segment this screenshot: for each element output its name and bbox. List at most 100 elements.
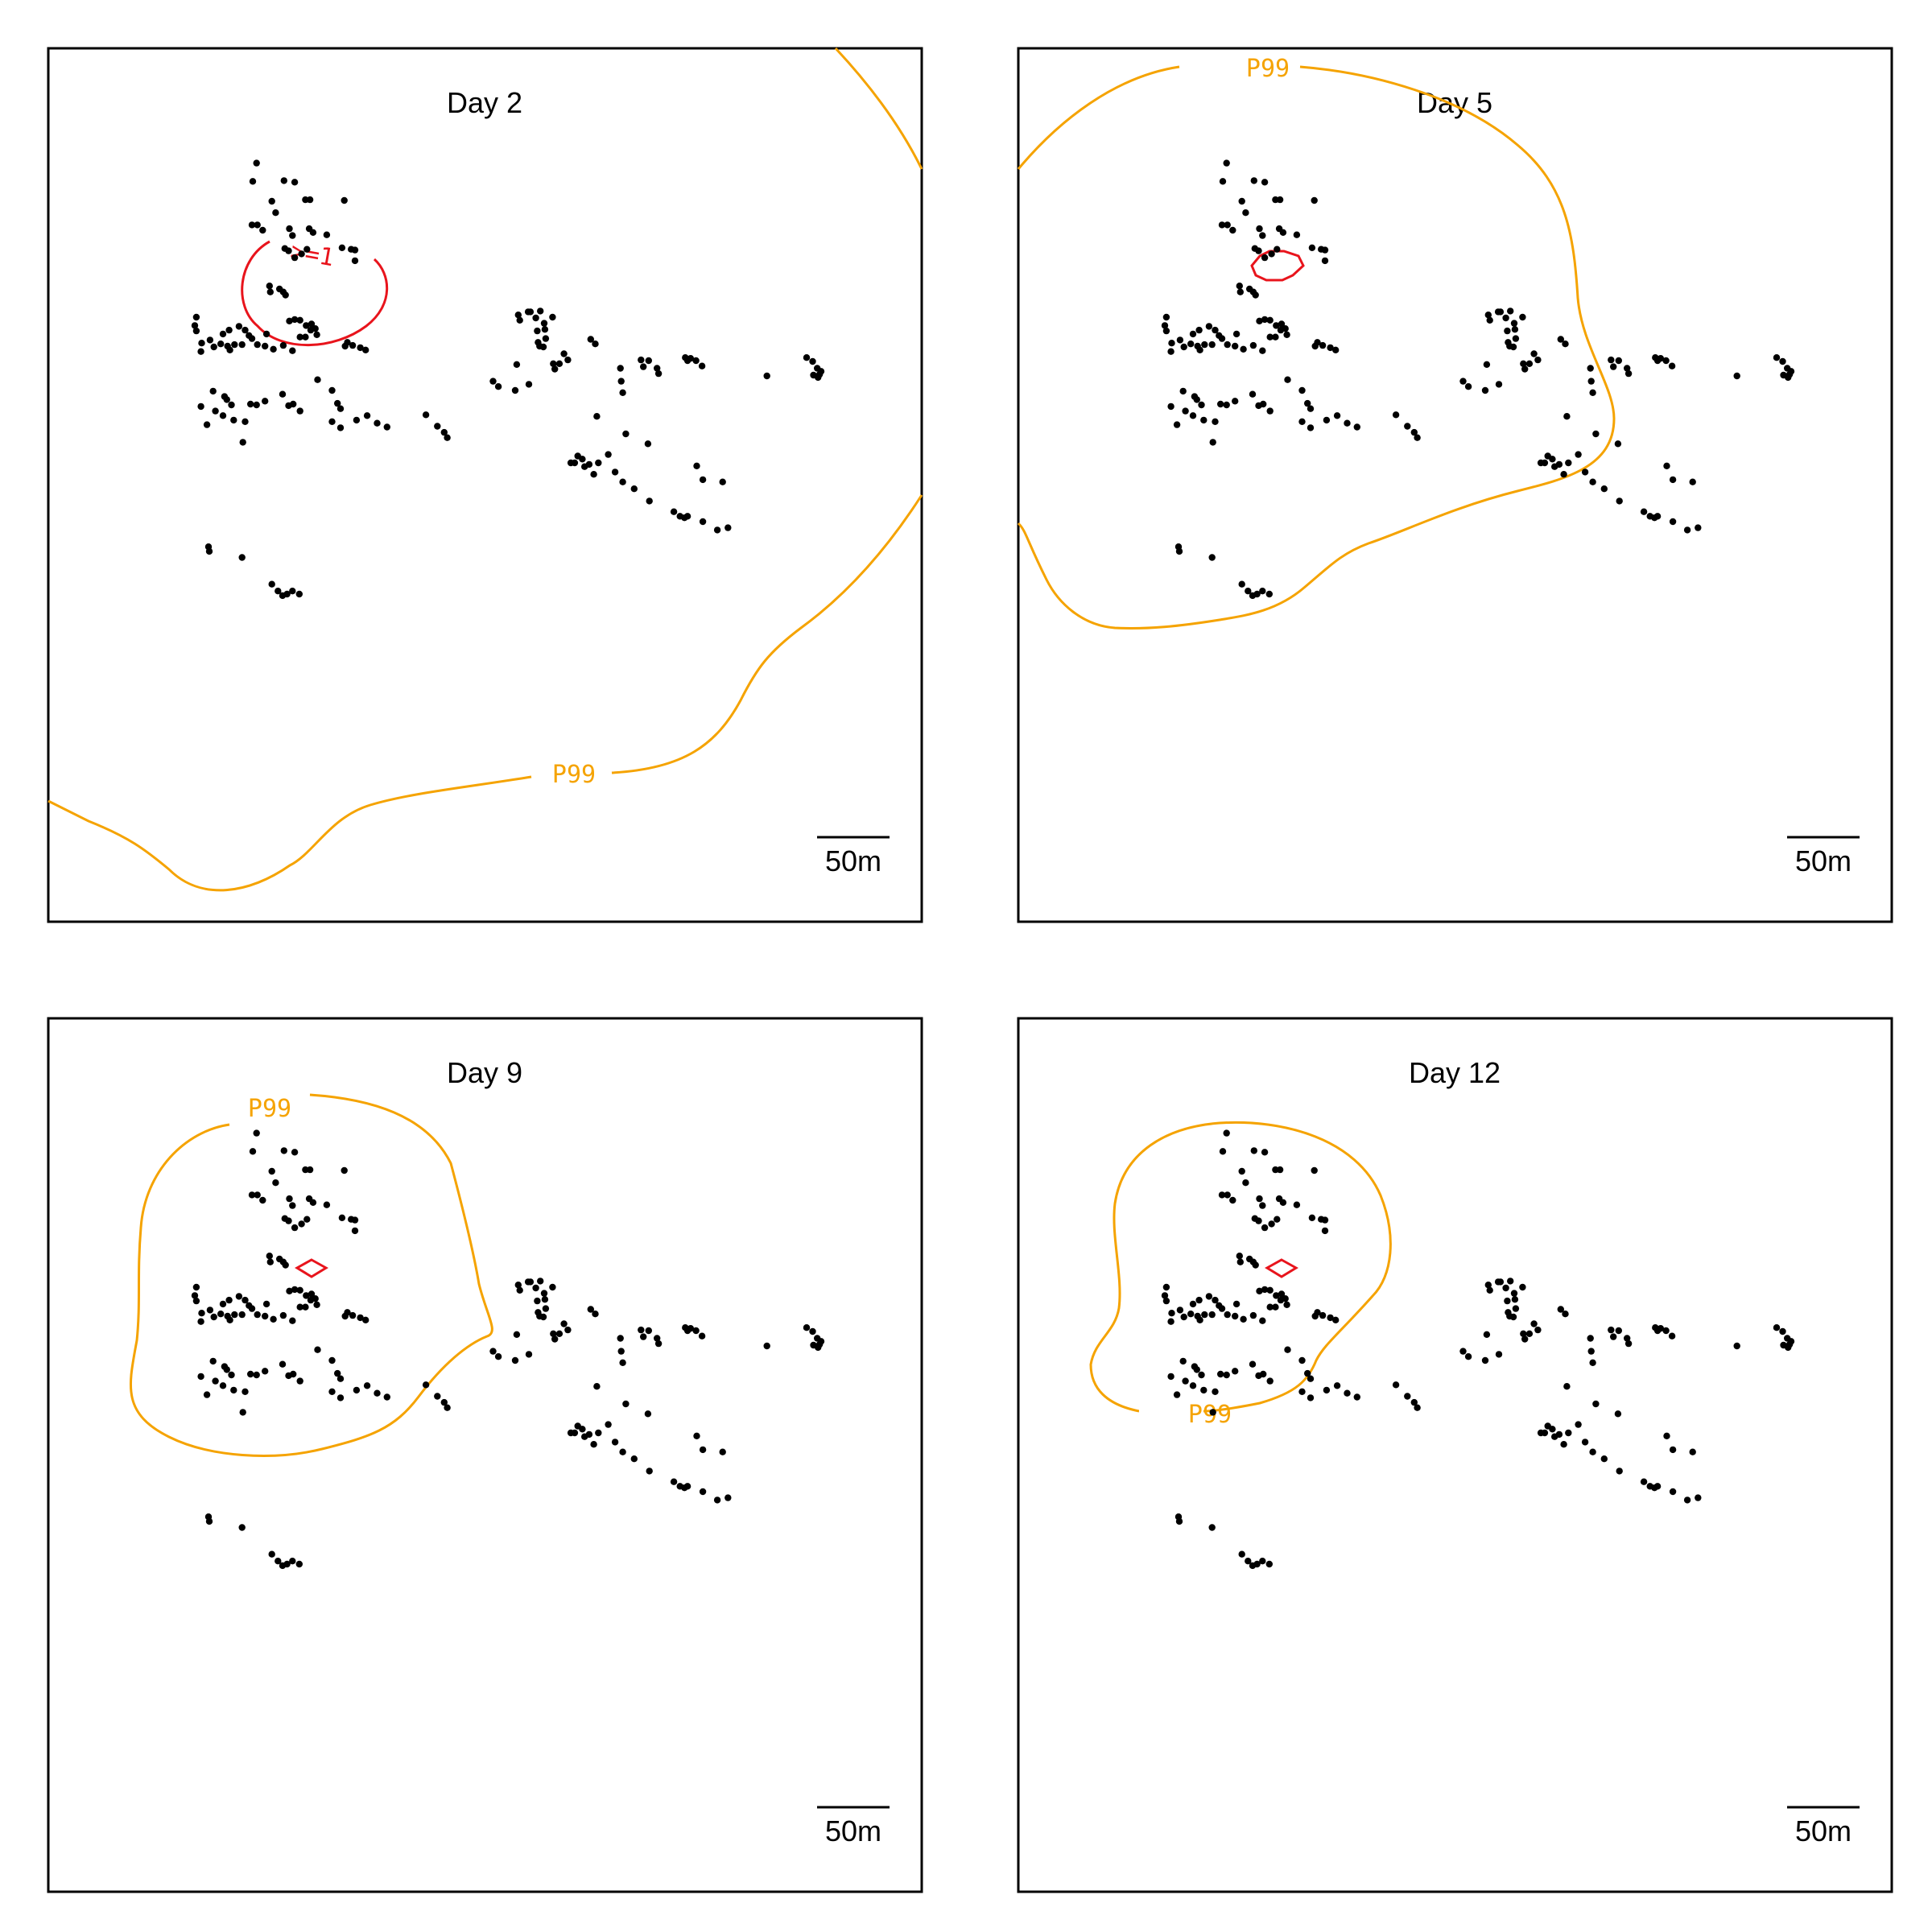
sample-point (242, 326, 249, 334)
sample-point (1624, 1340, 1633, 1348)
sample-point (1219, 1148, 1227, 1155)
sample-point (205, 547, 213, 555)
sample-point (440, 428, 448, 436)
sample-point (1196, 346, 1203, 353)
sample-point (1256, 317, 1263, 324)
sample-point (1175, 1517, 1183, 1525)
sample-point (1307, 1394, 1315, 1402)
sample-point (1333, 412, 1341, 419)
sample-point (1256, 1287, 1263, 1294)
sample-point (1319, 1311, 1327, 1319)
sample-point (1212, 1388, 1219, 1395)
sample-point (230, 1386, 237, 1394)
sample-point (353, 416, 361, 424)
sample-point (1668, 362, 1676, 369)
sample-point (1162, 313, 1170, 321)
sample-point (809, 1327, 816, 1335)
sample-point (1278, 1290, 1286, 1298)
sample-point (1592, 430, 1600, 438)
sample-point (1353, 1393, 1360, 1401)
sample-point (1565, 459, 1572, 467)
sample-point (1260, 1370, 1267, 1378)
sample-point (238, 341, 246, 349)
sample-point (349, 341, 357, 349)
sample-point (1663, 1432, 1670, 1439)
sample-point (192, 313, 200, 321)
sample-point (266, 283, 273, 290)
sample-point (541, 1296, 549, 1303)
sample-point (1311, 196, 1318, 204)
sample-point (1520, 1330, 1527, 1337)
sample-point (1266, 333, 1274, 341)
sample-point (1232, 1368, 1239, 1375)
panel-title: Day 9 (447, 1056, 522, 1089)
sample-point (687, 1325, 695, 1332)
sample-point (1600, 485, 1608, 493)
sample-point (336, 405, 345, 412)
sample-point (1223, 401, 1230, 409)
sample-point (1504, 1297, 1511, 1305)
sample-point (537, 308, 544, 315)
sample-point (1205, 1293, 1213, 1300)
sample-point (1608, 1326, 1615, 1334)
contours: P99 (129, 1091, 493, 1457)
sample-point (235, 323, 243, 330)
panel-day-9: Day 9 P99 50m (47, 1017, 923, 1893)
sample-point (1653, 513, 1662, 520)
sample-point (1266, 407, 1274, 415)
p99-label: P99 (1188, 1401, 1232, 1429)
sample-point (1414, 434, 1421, 441)
sample-point (1733, 372, 1740, 380)
sample-point (1180, 1313, 1187, 1321)
sample-point (344, 339, 351, 346)
sample-point (1256, 225, 1263, 233)
sample-point (262, 1300, 270, 1308)
sample-point (1173, 1391, 1181, 1398)
sample-point (362, 346, 369, 353)
sample-point (231, 341, 238, 349)
sample-point (617, 1335, 624, 1342)
sample-point (1332, 1316, 1340, 1323)
sample-point (560, 1320, 568, 1327)
sample-point (1259, 1317, 1266, 1324)
sample-point (1245, 588, 1252, 595)
sample-point (282, 1261, 289, 1269)
sample-point (619, 1448, 626, 1455)
panel-title: Day 5 (1417, 86, 1492, 119)
sample-point (341, 196, 348, 204)
sample-point (328, 418, 336, 425)
sample-point (291, 1286, 299, 1294)
sample-point (197, 1373, 204, 1381)
sample-point (1589, 389, 1596, 396)
sample-point (312, 325, 319, 332)
sample-point (210, 343, 217, 351)
sample-point (1353, 423, 1360, 431)
sample-point (551, 1335, 559, 1343)
sample-point (253, 1129, 260, 1137)
sample-point (286, 1287, 293, 1294)
sample-point (283, 590, 291, 598)
sample-point (698, 362, 706, 369)
sample-point (323, 1201, 331, 1208)
sample-point (640, 1333, 647, 1340)
panel-title: Day 12 (1409, 1056, 1501, 1089)
sample-point (1259, 347, 1266, 354)
sample-point (1293, 1201, 1301, 1208)
sample-point (209, 1357, 217, 1365)
sample-point (687, 355, 695, 362)
sample-point (1232, 1300, 1241, 1308)
sample-point (323, 231, 331, 238)
sample-point (1253, 1560, 1261, 1568)
sample-point (1218, 335, 1226, 342)
sample-point (239, 1409, 246, 1416)
sample-point (1624, 1335, 1631, 1342)
sample-point (313, 331, 320, 338)
sample-point (1193, 1366, 1200, 1373)
sample-point (1179, 387, 1187, 395)
sample-point (1238, 1550, 1245, 1558)
sample-point (383, 423, 390, 431)
sample-point (1261, 1224, 1269, 1232)
sample-point (693, 462, 700, 469)
sample-point (1173, 421, 1181, 428)
